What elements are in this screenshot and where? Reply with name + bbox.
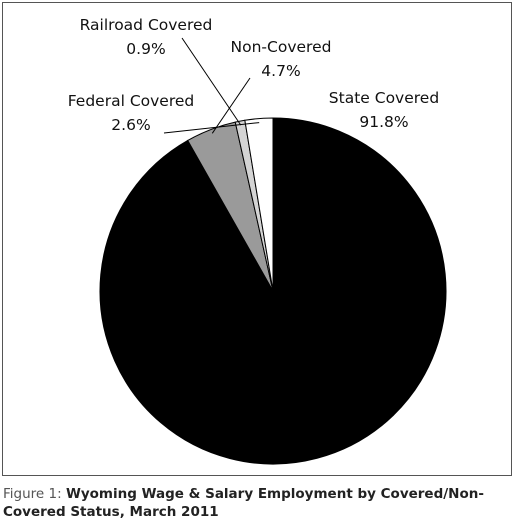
slice-labels: State Covered 91.8% Non-Covered 4.7% Railroa… xyxy=(68,16,439,134)
pie-slices xyxy=(99,117,447,465)
leader-line-federal-covered xyxy=(163,122,260,134)
pie-chart: State Covered 91.8% Non-Covered 4.7% Railroa… xyxy=(68,16,447,465)
slice-value-label: 0.9% xyxy=(126,40,165,58)
caption-text: Wyoming Wage & Salary Employment by Cove… xyxy=(3,486,484,520)
slice-name-label: State Covered xyxy=(329,89,439,107)
slice-value-label: 4.7% xyxy=(261,62,300,80)
slice-value-label: 2.6% xyxy=(111,116,150,134)
leader-line-non-covered xyxy=(211,77,251,134)
slice-name-label: Non-Covered xyxy=(231,38,332,56)
pie-slice-federal-covered xyxy=(244,117,274,292)
figure-caption: Figure 1: Wyoming Wage & Salary Employme… xyxy=(3,485,511,521)
caption-lead: Figure 1: xyxy=(3,486,62,502)
leader-line-railroad-covered xyxy=(181,37,242,126)
leader-lines xyxy=(163,37,260,134)
slice-name-label: Federal Covered xyxy=(68,92,195,110)
slice-name-label: Railroad Covered xyxy=(80,16,213,34)
slice-value-label: 91.8% xyxy=(359,113,408,131)
